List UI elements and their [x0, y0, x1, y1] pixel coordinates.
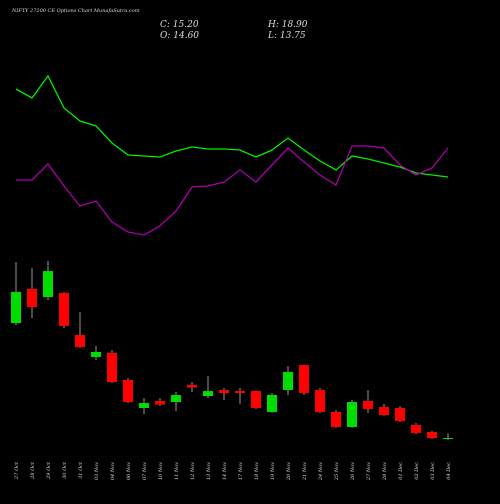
x-tick-label: 14 Nov: [222, 462, 228, 480]
x-tick-label: 12 Nov: [190, 462, 196, 480]
x-tick-label: 01 Dec: [398, 462, 404, 480]
x-tick-label: 28 Oct: [30, 461, 36, 480]
x-tick-label: 10 Nov: [158, 462, 164, 480]
candle-body: [443, 438, 453, 439]
candle-body: [283, 372, 293, 390]
x-tick-label: 19 Nov: [270, 462, 276, 480]
close-label: C: 15.20: [160, 20, 199, 30]
candle-body: [91, 352, 101, 357]
low-label: L: 13.75: [267, 31, 306, 41]
x-tick-label: 11 Nov: [174, 462, 180, 480]
candle-body: [123, 380, 133, 402]
x-tick-label: 18 Nov: [254, 462, 260, 480]
candle-body: [43, 271, 53, 297]
candle-body: [379, 407, 389, 415]
x-tick-label: 26 Nov: [350, 462, 356, 481]
open-label: O: 14.60: [160, 31, 199, 41]
candle-body: [59, 293, 69, 326]
candle-body: [187, 385, 197, 388]
x-tick-label: 02 Dec: [414, 462, 420, 480]
candle-body: [27, 289, 37, 307]
x-tick-label: 21 Nov: [302, 462, 308, 481]
x-tick-label: 20 Nov: [286, 462, 292, 481]
candle-body: [155, 401, 165, 405]
x-tick-label: 07 Nov: [142, 462, 148, 480]
high-label: H: 18.90: [267, 20, 308, 30]
candle-body: [427, 432, 437, 438]
candle-body: [251, 391, 261, 408]
x-tick-label: 13 Nov: [206, 462, 212, 480]
candle-body: [171, 395, 181, 402]
x-tick-label: 29 Oct: [46, 461, 52, 480]
x-tick-label: 30 Oct: [62, 461, 68, 479]
candle-body: [203, 391, 213, 396]
x-tick-label: 24 Nov: [318, 462, 324, 481]
x-tick-label: 03 Dec: [430, 462, 436, 480]
candle-body: [107, 353, 117, 382]
x-tick-label: 03 Nov: [94, 462, 100, 480]
candle-body: [11, 292, 21, 323]
candle-body: [363, 401, 373, 409]
x-tick-label: 28 Nov: [382, 462, 388, 481]
x-tick-label: 27 Nov: [366, 462, 372, 481]
x-tick-label: 31 Oct: [78, 461, 84, 479]
candle-body: [347, 402, 357, 427]
candle-body: [315, 390, 325, 412]
candle-body: [235, 391, 245, 393]
indicator-line: [15, 74, 449, 178]
candle-body: [267, 395, 277, 412]
indicator-line: [16, 145, 449, 236]
x-tick-label: 06 Nov: [126, 462, 132, 480]
candle-body: [331, 412, 341, 427]
candle-body: [219, 390, 229, 393]
candle-body: [395, 408, 405, 421]
chart-title: NIFTY 27200 CE Options Chart MunafaSutra…: [11, 8, 140, 14]
candle-body: [411, 425, 421, 433]
candle-body: [139, 403, 149, 408]
x-tick-label: 25 Nov: [334, 462, 340, 481]
x-tick-label: 27 Oct: [14, 461, 20, 480]
x-tick-label: 04 Nov: [110, 462, 116, 480]
x-tick-label: 04 Dec: [446, 462, 452, 480]
x-tick-label: 17 Nov: [238, 462, 244, 480]
candle-body: [299, 365, 309, 393]
candle-body: [75, 335, 85, 347]
